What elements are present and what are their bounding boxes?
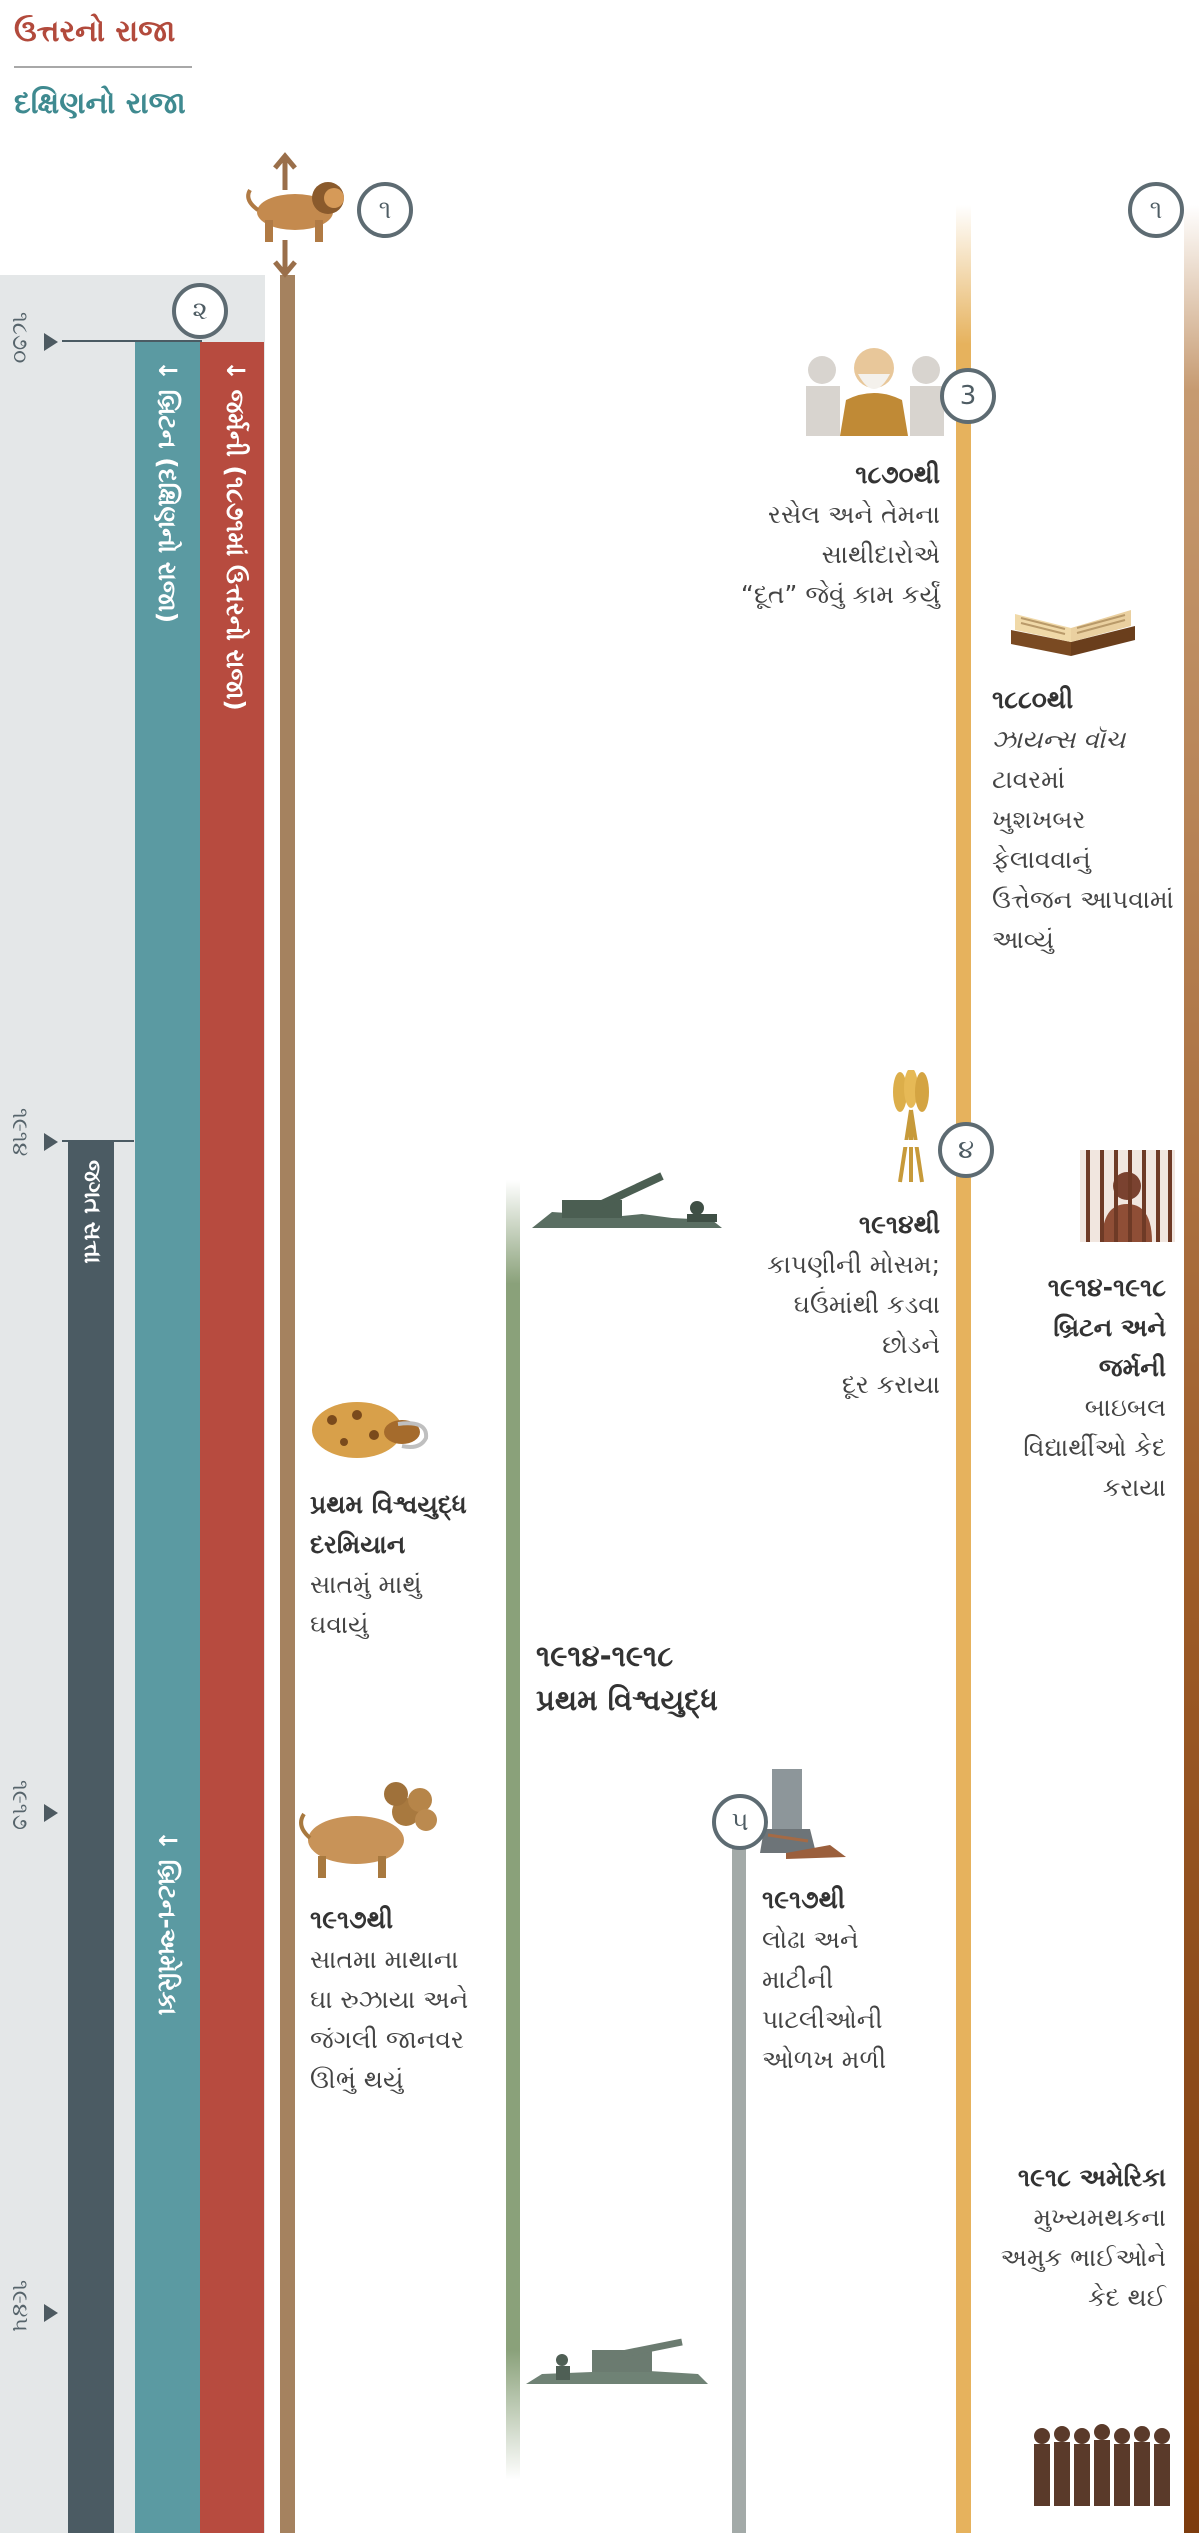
event-healed: ૧૯૧૭થી સાતમા માથાના ઘા રુઝાયા અને જંગલી … [310,1905,469,2094]
marker-3: 3 [940,368,996,424]
marker-1-right: ૧ [1128,182,1184,238]
timeline-gold [956,205,971,2533]
iron-clay-feet-icon [760,1769,846,1859]
russell-group-icon [806,348,944,436]
year-tick-1945 [44,2304,58,2322]
marker-4: ૪ [938,1122,994,1178]
year-tick-1870 [44,333,58,351]
event-america: ૧૯૧૮ અમેરિકા મુખ્યમથકના અમુક ભાઈઓને કેદ … [1000,2163,1166,2312]
timeline-ww1 [506,1180,520,2480]
event-harvest: ૧૯૧૪થી કાપણીની મોસમ; ઘઉંમાંથી કડવા છોડને… [767,1210,940,1399]
event-russell: ૧૮૭૦થી રસેલ અને તેમના સાથીદારોએ “દૂત” જે… [740,460,940,609]
wounded-leopard-icon [312,1402,429,1458]
britain-bar [135,342,200,2533]
legend-north-king: ઉત્તરનો રાજા [14,14,176,49]
timeline-rust [1184,205,1199,2533]
prisoners-group-icon [1034,2424,1170,2506]
year-1870: ૧૮૭૦ [7,312,32,364]
wheat-bundle-icon [893,1070,929,1183]
legend-divider [14,66,192,68]
event-wounded: પ્રથમ વિશ્વયુદ્ધ દરમિયાન સાતમું માથું ઘવ… [310,1490,467,1639]
event-ww1: ૧૯૧૪-૧૯૧૮ પ્રથમ વિશ્વયુદ્ધ [536,1639,718,1717]
year-tick-1914 [44,1133,58,1151]
timeline-brown [280,275,295,2533]
world-power-bar [68,1142,114,2533]
year-tick-1917 [44,1804,58,1822]
event-jailed: ૧૯૧૪-૧૯૧૮ બ્રિટન અને જર્મની બાઇબલ વિદ્યા… [1023,1273,1166,1502]
germany-bar-label: ↓ જર્મની (૧૮૭૧માં ઉત્તરનો રાજા) [221,360,250,711]
timeline-iron-clay [732,1840,746,2533]
event-iron-clay: ૧૯૧૭થી લોઢા અને માટીની પાટલીઓની ઓળખ મળી [762,1885,887,2074]
lion-beast-icon [246,152,344,278]
marker-1-left: ૧ [357,182,413,238]
prisoner-icon [1080,1150,1175,1242]
artillery-icon [532,1172,722,1228]
marker-5: ૫ [712,1794,768,1850]
world-power-label: જગત સત્તા [79,1160,105,1264]
year-1917: ૧૯૧૭ [7,1780,32,1830]
event-zions: ૧૮૮૦થી ઝાયન્સ વૉચ ટાવરમાં ખુશખબર ફેલાવવા… [992,685,1174,954]
germany-bar [200,342,264,2533]
year-rule-1870 [62,340,202,342]
soldiers-icon [526,2338,708,2384]
seven-head-beast-icon [299,1782,437,1878]
year-1945: ૧૯૪૫ [7,2280,32,2332]
legend-south-king: દક્ષિણનો રાજા [14,86,186,121]
open-bible-icon [1011,610,1135,656]
year-1914: ૧૯૧૪ [7,1108,32,1157]
year-rule-1914 [62,1140,134,1142]
britain-bar-label: ↓ બ્રિટન (દક્ષિણનો રાજા) [153,360,182,624]
anglo-american-label: ↓ બ્રિટન-અમેરિકા [153,1830,182,2016]
marker-2: ૨ [172,283,228,339]
